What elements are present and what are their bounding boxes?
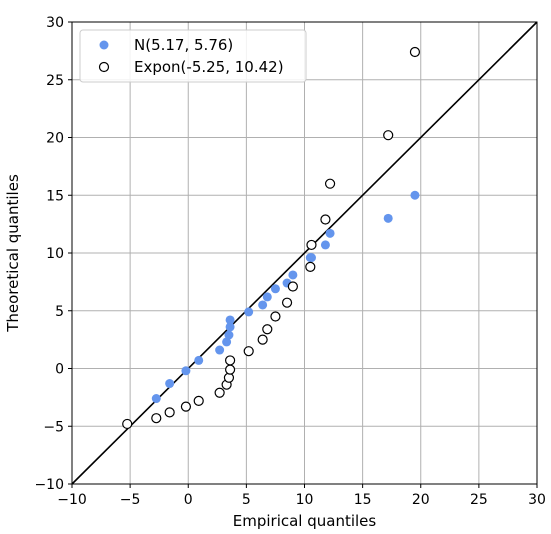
y-axis-label: Theoretical quantiles	[4, 174, 22, 333]
normal-point-3	[181, 366, 191, 376]
legend-label-expon: Expon(-5.25, 10.42)	[134, 58, 284, 76]
y-tick-label: 5	[55, 304, 64, 320]
x-tick-label: 30	[528, 492, 546, 508]
x-tick-label: 20	[412, 492, 430, 508]
legend: N(5.17, 5.76) Expon(-5.25, 10.42)	[79, 29, 307, 83]
x-tick-label: 0	[184, 492, 193, 508]
expon-point-17	[306, 239, 317, 251]
legend-marker-expon	[98, 61, 110, 73]
x-tick-label: 10	[296, 492, 314, 508]
normal-point-17	[306, 253, 316, 263]
normal-point-11	[258, 300, 268, 310]
y-tick-label: 15	[46, 188, 64, 204]
expon-point-10	[243, 346, 254, 357]
legend-label-normal: N(5.17, 5.76)	[134, 36, 233, 54]
expon-point-3	[180, 401, 192, 412]
x-tick-label: 25	[470, 492, 488, 508]
x-tick-label: −5	[120, 492, 141, 508]
expon-point-5	[214, 387, 225, 398]
expon-point-21	[409, 46, 421, 58]
normal-point-1	[151, 394, 161, 404]
axis-ticks	[68, 21, 538, 488]
y-tick-label: 10	[46, 246, 64, 262]
x-axis-label: Empirical quantiles	[233, 512, 377, 530]
normal-point-5	[215, 345, 225, 355]
normal-point-18	[320, 240, 330, 250]
expon-point-12	[262, 324, 273, 335]
expon-point-13	[270, 311, 281, 322]
expon-point-14	[281, 297, 293, 308]
expon-point-20	[383, 130, 394, 141]
normal-point-4	[194, 355, 204, 365]
y-tick-label: 25	[46, 73, 64, 89]
tick-labels: −10 −5 0 5 10 15 20 25 30 −10 −5 0 5 10 15 20 25 30	[34, 15, 545, 508]
x-tick-label: −10	[57, 492, 87, 508]
expon-point-16	[305, 261, 316, 272]
y-tick-label: 30	[46, 15, 64, 31]
normal-point-13	[270, 284, 280, 294]
normal-point-12	[262, 292, 272, 302]
normal-point-9	[225, 315, 235, 325]
normal-point-2	[165, 379, 175, 389]
expon-point-2	[164, 407, 175, 418]
expon-point-15	[287, 281, 298, 292]
reference-line	[71, 21, 538, 485]
normal-point-8	[225, 322, 235, 332]
legend-box	[79, 29, 307, 83]
expon-point-19	[324, 178, 336, 189]
normal-point-7	[224, 330, 234, 340]
expon-point-9	[225, 355, 236, 366]
x-tick-label: 5	[242, 492, 251, 508]
expon-point-11	[257, 334, 268, 345]
y-tick-label: 20	[46, 131, 64, 147]
normal-point-21	[410, 190, 420, 200]
y-tick-label: 0	[55, 362, 64, 378]
normal-point-10	[244, 307, 254, 317]
expon-point-18	[320, 214, 331, 225]
expon-point-4	[193, 395, 204, 406]
normal-point-6	[222, 337, 232, 347]
legend-marker-normal	[99, 40, 109, 50]
expon-point-1	[151, 413, 162, 424]
normal-point-19	[325, 228, 335, 238]
normal-point-20	[383, 213, 393, 223]
x-tick-label: 15	[354, 492, 372, 508]
expon-point-8	[225, 364, 236, 375]
reference-line-group	[71, 21, 538, 485]
data-points	[122, 46, 421, 430]
normal-point-15	[288, 270, 298, 280]
y-tick-label: −5	[43, 419, 64, 435]
y-tick-label: −10	[34, 477, 64, 493]
expon-point-0	[122, 418, 133, 430]
